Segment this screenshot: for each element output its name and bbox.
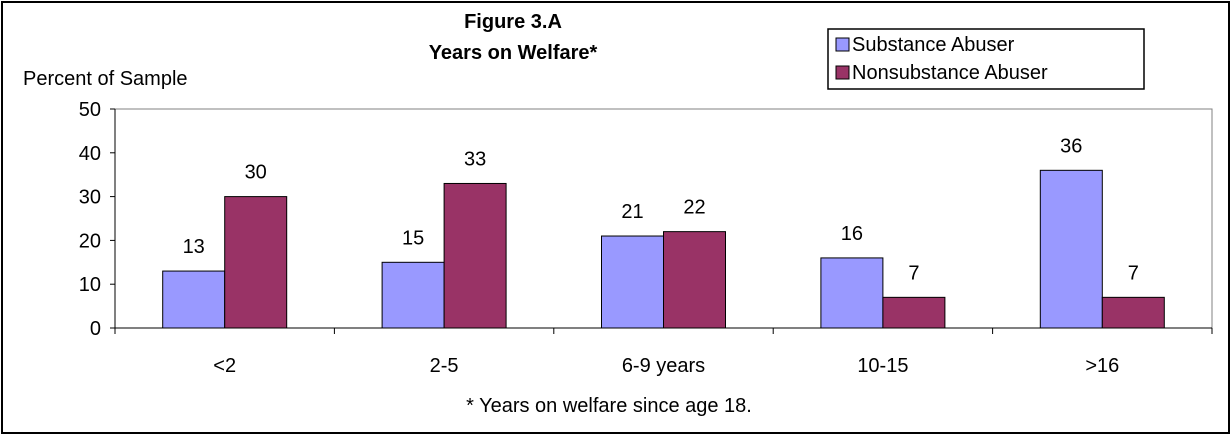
data-label: 13 <box>183 236 205 258</box>
bar <box>601 235 664 329</box>
data-label: 7 <box>908 262 919 284</box>
x-tick-label: >16 <box>1085 355 1119 377</box>
y-tick-label: 40 <box>79 143 101 165</box>
bar <box>882 296 946 329</box>
data-label: 7 <box>1128 262 1139 284</box>
data-label: 21 <box>621 201 643 223</box>
chart-subtitle: Years on Welfare* <box>429 42 598 64</box>
legend-box <box>827 28 1145 90</box>
chart-title: Figure 3.A <box>464 11 562 33</box>
y-tick-label: 10 <box>79 274 101 296</box>
y-tick-label: 0 <box>90 318 101 340</box>
bar <box>381 261 445 329</box>
bar <box>820 257 884 329</box>
data-label: 22 <box>683 197 705 219</box>
legend-swatch-substance-abuser <box>835 37 850 52</box>
bar <box>1039 169 1103 329</box>
legend-label-substance-abuser: Substance Abuser <box>852 34 1015 56</box>
bar <box>224 196 288 329</box>
x-tick-label: 10-15 <box>857 355 908 377</box>
bar <box>443 182 507 329</box>
bar <box>1101 296 1165 329</box>
bar <box>663 231 726 329</box>
y-tick-label: 30 <box>79 187 101 209</box>
data-label: 36 <box>1060 135 1082 157</box>
x-tick-label: <2 <box>213 355 236 377</box>
data-label: 30 <box>245 162 267 184</box>
y-axis-label: Percent of Sample <box>23 68 188 90</box>
legend-swatch-nonsubstance-abuser <box>835 65 850 80</box>
data-label: 15 <box>402 227 424 249</box>
bar <box>162 270 226 329</box>
legend-label-nonsubstance-abuser: Nonsubstance Abuser <box>852 62 1048 84</box>
data-label: 16 <box>841 223 863 245</box>
x-tick-label: 2-5 <box>430 355 459 377</box>
x-tick-label: 6-9 years <box>622 355 705 377</box>
y-tick-label: 50 <box>79 99 101 121</box>
chart-marks: 0 10 20 30 40 50 <2 13 30 2-5 15 33 6-9 years 21 22 10-… <box>79 99 1213 377</box>
data-label: 33 <box>464 148 486 170</box>
legend: Substance Abuser Nonsubstance Abuser <box>827 28 1145 90</box>
chart-footnote: * Years on welfare since age 18. <box>466 395 752 417</box>
y-tick-label: 20 <box>79 230 101 252</box>
